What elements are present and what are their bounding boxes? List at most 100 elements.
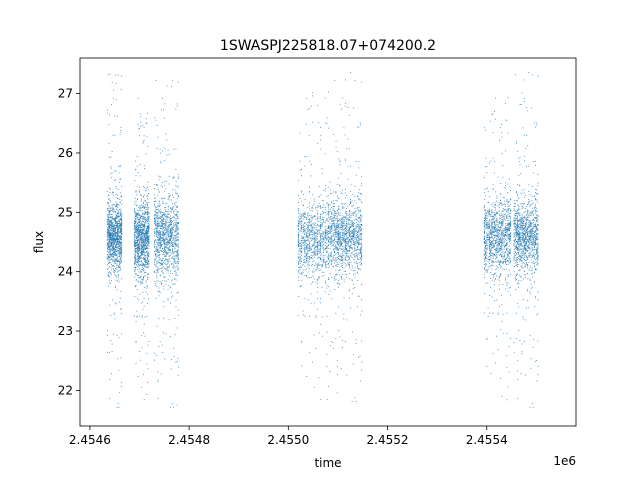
data-point [165, 228, 167, 230]
data-point [304, 275, 306, 277]
data-point [348, 257, 350, 259]
data-point [115, 217, 117, 219]
data-point [140, 275, 142, 277]
data-point [144, 253, 146, 255]
data-point [121, 251, 123, 253]
data-point [162, 197, 164, 199]
data-point [144, 242, 146, 244]
data-point [329, 216, 331, 218]
data-point [147, 261, 149, 263]
data-point [344, 234, 346, 236]
data-point [310, 293, 312, 295]
data-point [177, 263, 179, 265]
data-point [163, 236, 165, 238]
data-point [302, 224, 304, 226]
data-point [302, 239, 304, 241]
data-point [323, 204, 325, 206]
data-point [168, 238, 170, 240]
data-point [113, 244, 114, 246]
data-point [119, 235, 121, 237]
data-point [167, 231, 169, 233]
data-point [119, 216, 120, 217]
data-point [321, 238, 323, 240]
data-point [110, 216, 112, 218]
data-point [326, 266, 328, 268]
data-point [144, 287, 146, 288]
data-point [144, 245, 146, 247]
data-point [361, 234, 362, 236]
data-point [147, 273, 149, 274]
data-point [111, 193, 113, 195]
data-point [121, 242, 123, 243]
data-point [153, 233, 155, 234]
data-point [312, 227, 314, 229]
data-point [117, 235, 119, 237]
data-point [159, 208, 161, 210]
data-point [134, 239, 136, 241]
data-point [168, 248, 170, 250]
data-point [157, 225, 159, 227]
data-point [157, 205, 159, 207]
data-point [135, 264, 137, 266]
data-point [117, 229, 119, 231]
data-point [157, 208, 159, 210]
data-point [169, 406, 171, 408]
data-point [113, 312, 115, 314]
data-point [165, 253, 167, 255]
data-point [112, 241, 114, 243]
data-point [309, 229, 310, 231]
data-point [168, 246, 170, 247]
data-point [172, 248, 173, 250]
data-point [145, 236, 147, 238]
data-point [142, 212, 144, 214]
data-point [115, 187, 117, 189]
data-point [154, 280, 156, 282]
data-point [162, 249, 164, 251]
data-point [319, 233, 321, 235]
data-point [314, 233, 316, 235]
data-point [334, 259, 336, 261]
data-point [144, 241, 146, 243]
data-point [145, 206, 146, 208]
data-point [334, 211, 335, 213]
data-point [339, 159, 341, 161]
data-point [136, 249, 138, 251]
data-point [144, 247, 146, 249]
data-point [312, 121, 314, 123]
data-point [108, 232, 110, 234]
data-point [142, 263, 144, 265]
data-point [299, 223, 301, 225]
data-point [115, 214, 117, 216]
data-point [163, 109, 165, 111]
data-point [301, 226, 302, 228]
data-point [111, 249, 112, 250]
data-point [348, 239, 350, 241]
data-point [112, 299, 114, 301]
data-point [351, 331, 353, 333]
data-point [309, 229, 310, 231]
data-point [176, 252, 178, 253]
data-point [160, 223, 162, 225]
data-point [141, 315, 143, 317]
data-point [142, 233, 144, 235]
data-point [354, 239, 356, 241]
data-point [360, 254, 362, 256]
data-point [175, 235, 177, 237]
data-point [116, 236, 118, 238]
data-point [330, 231, 332, 232]
data-point [116, 254, 118, 256]
data-point [163, 261, 165, 263]
data-point [358, 217, 360, 219]
data-point [359, 209, 361, 211]
data-point [120, 226, 122, 228]
data-point [113, 234, 115, 236]
data-point [119, 202, 121, 204]
data-point [119, 251, 121, 252]
data-point [120, 250, 122, 252]
data-point [137, 242, 139, 244]
data-point [341, 278, 342, 280]
data-point [119, 223, 121, 225]
data-point [120, 291, 122, 292]
data-point [357, 267, 359, 269]
data-point [134, 232, 136, 233]
